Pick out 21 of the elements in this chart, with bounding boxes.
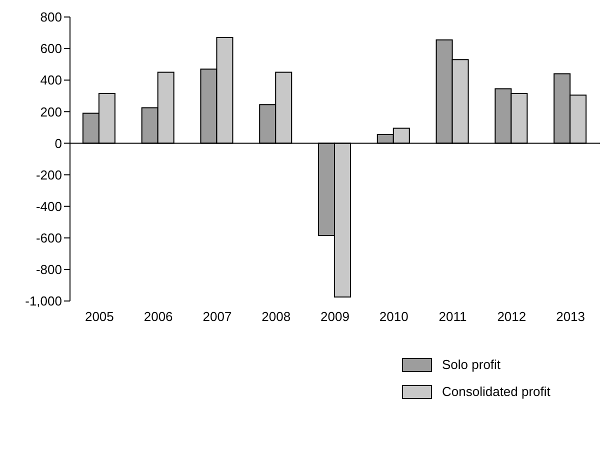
x-tick-label: 2006: [144, 309, 173, 324]
legend-label: Solo profit: [442, 356, 501, 374]
x-tick-label: 2012: [497, 309, 526, 324]
x-tick-label: 2008: [262, 309, 291, 324]
legend-label: Consolidated profit: [442, 383, 550, 401]
y-tick-label: 0: [54, 136, 62, 151]
y-tick-label: -1,000: [25, 294, 62, 309]
y-tick-label: -400: [36, 198, 62, 214]
y-tick-label: -200: [36, 167, 62, 182]
x-tick-label: 2009: [320, 309, 350, 324]
x-tick-label: 2007: [202, 309, 232, 324]
y-tick-label: 600: [40, 41, 62, 56]
x-tick-label: 2010: [379, 309, 408, 324]
y-tick-label: -800: [36, 262, 62, 278]
y-tick-label: 200: [40, 104, 62, 120]
x-tick-label: 2005: [84, 309, 114, 324]
y-tick-label: -600: [36, 230, 62, 246]
y-tick-label: 800: [40, 10, 62, 25]
y-tick-label: 400: [40, 72, 62, 88]
x-tick-label: 2011: [438, 309, 467, 324]
x-tick-label: 2013: [556, 309, 586, 324]
